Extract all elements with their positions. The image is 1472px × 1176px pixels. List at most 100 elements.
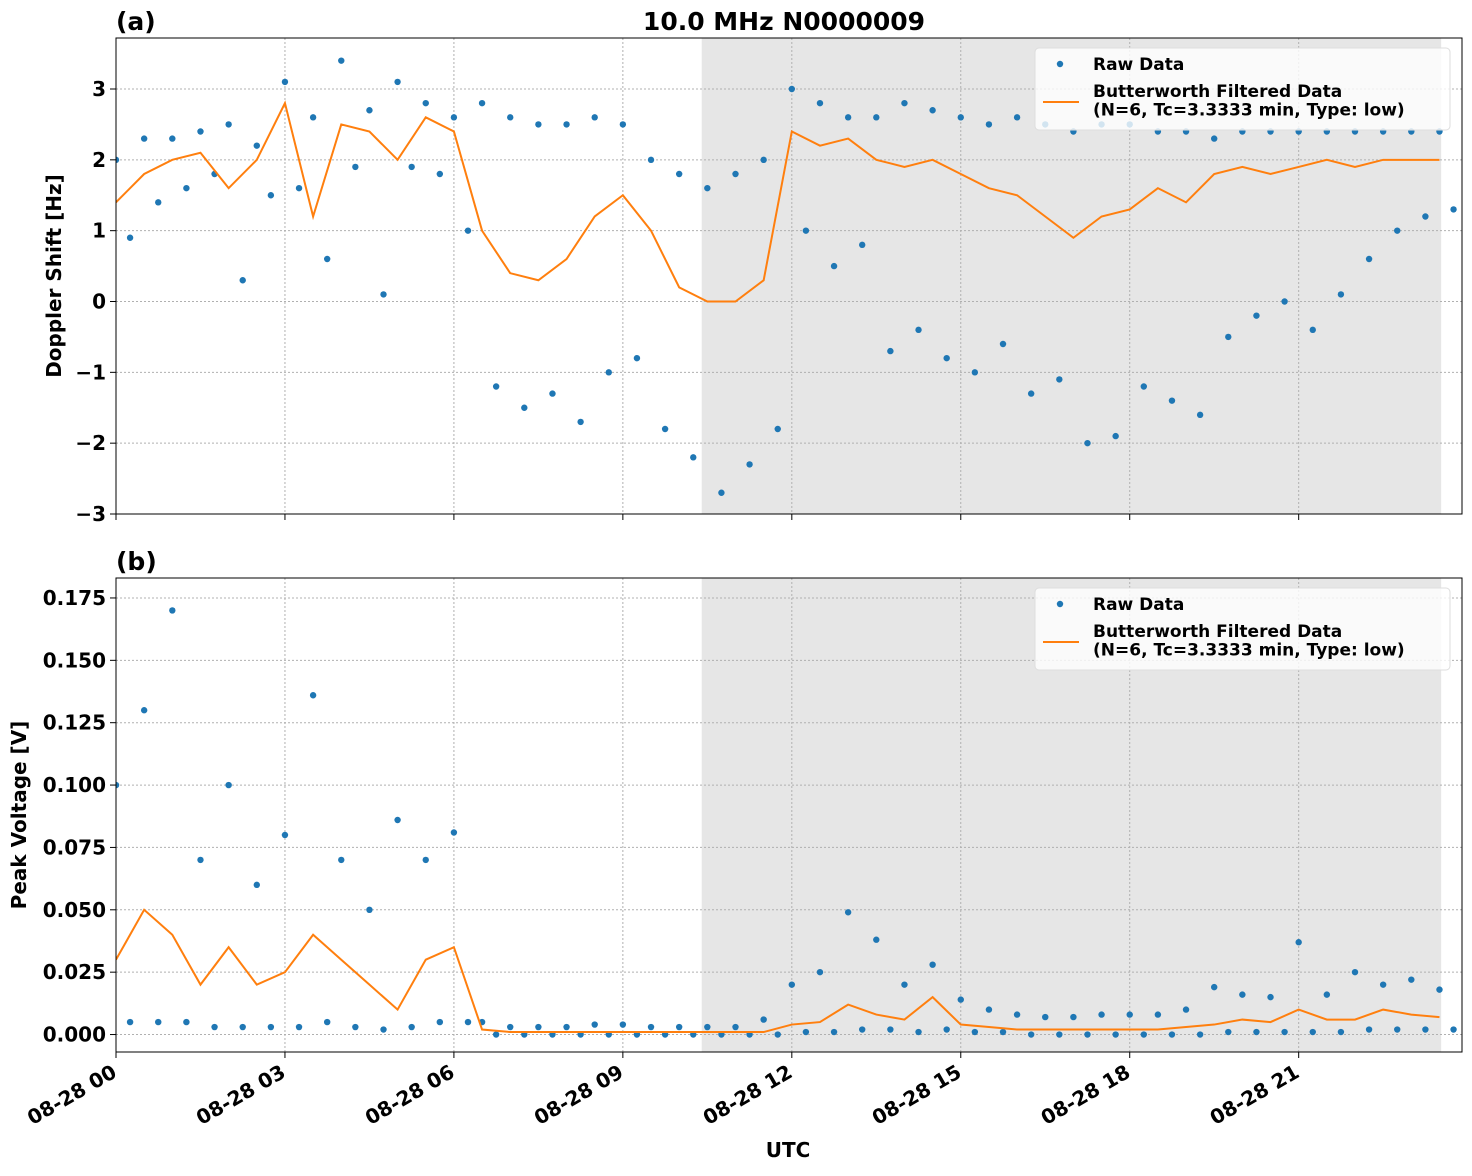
raw-point	[1408, 976, 1415, 983]
raw-point	[521, 404, 528, 411]
legend-box	[1034, 587, 1451, 671]
raw-point	[957, 996, 964, 1003]
plot-frame	[115, 37, 1463, 515]
raw-point	[380, 1026, 387, 1033]
legend-label: Butterworth Filtered Data (N=6, Tc=3.3333…	[1093, 82, 1405, 121]
raw-point	[1196, 411, 1204, 419]
x-tick-label: 08-28 12	[699, 1060, 797, 1130]
raw-point	[1126, 1011, 1133, 1018]
raw-point	[1337, 1028, 1345, 1036]
raw-point	[126, 1018, 134, 1026]
legend-label: Raw Data	[1093, 55, 1184, 75]
raw-point	[1295, 939, 1302, 946]
raw-point	[985, 1006, 993, 1013]
y-tick-label: 0.100	[43, 773, 106, 797]
raw-point	[478, 99, 486, 107]
raw-point	[563, 121, 570, 128]
raw-point	[718, 489, 725, 496]
raw-point	[116, 781, 120, 789]
raw-point	[1422, 1026, 1429, 1033]
raw-point	[1422, 213, 1429, 220]
y-tick-label: 0.175	[43, 586, 106, 610]
raw-point	[1098, 1011, 1105, 1018]
raw-point	[1042, 1013, 1049, 1021]
raw-point	[943, 1026, 950, 1033]
raw-point	[197, 128, 204, 135]
raw-point	[338, 57, 345, 64]
y-tick-label: 0.050	[43, 898, 106, 922]
raw-point	[464, 227, 472, 234]
raw-point	[1013, 1011, 1021, 1018]
raw-point	[1239, 991, 1246, 998]
raw-point	[971, 1028, 979, 1036]
y-tick-label: 0.150	[43, 648, 106, 672]
raw-point	[295, 184, 303, 192]
raw-point	[507, 114, 514, 121]
raw-point	[1168, 1031, 1176, 1038]
raw-point	[155, 199, 162, 206]
y-tick-label: −1	[75, 360, 106, 384]
raw-point	[253, 142, 260, 149]
x-tick-label: 08-28 03	[192, 1060, 290, 1130]
raw-point	[1450, 206, 1457, 213]
y-tick-label: 3	[92, 77, 106, 101]
raw-point	[211, 1023, 218, 1031]
raw-point	[1196, 1031, 1204, 1038]
x-tick-label: 08-28 06	[361, 1060, 459, 1130]
x-tick-label: 08-28 09	[530, 1060, 628, 1130]
raw-point	[746, 461, 753, 468]
raw-point	[732, 1023, 739, 1031]
raw-point	[1056, 1031, 1063, 1038]
raw-point	[338, 856, 345, 864]
raw-point	[380, 291, 387, 298]
raw-point	[352, 1023, 359, 1031]
raw-point	[140, 707, 148, 714]
raw-point	[633, 354, 641, 362]
raw-point	[1394, 227, 1401, 234]
raw-point	[647, 156, 655, 164]
raw-point	[1281, 1028, 1288, 1036]
raw-point	[1253, 1028, 1260, 1036]
y-axis-label: Peak Voltage [V]	[7, 721, 31, 910]
legend-marker	[1056, 60, 1064, 68]
raw-point	[225, 121, 232, 128]
panel-label: (a)	[116, 7, 156, 36]
x-tick-label: 08-28 21	[1206, 1060, 1304, 1130]
raw-point	[675, 170, 683, 178]
raw-point	[436, 170, 444, 178]
raw-point	[591, 114, 598, 121]
raw-point	[1140, 383, 1148, 390]
legend-box	[1034, 47, 1451, 131]
raw-point	[1309, 1028, 1316, 1036]
raw-point	[492, 383, 500, 390]
raw-point	[647, 1023, 655, 1031]
legend-marker	[1056, 600, 1064, 608]
x-axis-label: UTC	[766, 1138, 811, 1162]
raw-point	[1027, 390, 1035, 397]
raw-point	[309, 114, 317, 121]
raw-point	[732, 170, 739, 178]
raw-point	[239, 277, 246, 284]
raw-point	[408, 1023, 415, 1031]
raw-point	[126, 234, 134, 241]
raw-point	[1253, 312, 1260, 319]
raw-point	[116, 156, 120, 164]
filtered-line	[116, 908, 1440, 1034]
raw-point	[816, 968, 824, 976]
y-axis-label: Doppler Shift [Hz]	[42, 174, 66, 378]
raw-point	[155, 1018, 162, 1026]
raw-point	[535, 1023, 542, 1031]
y-tick-label: 0.000	[43, 1023, 106, 1047]
raw-point	[1084, 439, 1091, 447]
raw-point	[1267, 993, 1274, 1001]
raw-point	[1070, 1013, 1077, 1021]
raw-point	[830, 1028, 838, 1036]
raw-point	[760, 1016, 767, 1023]
raw-point	[760, 156, 767, 164]
raw-point	[704, 184, 711, 192]
raw-point	[901, 99, 908, 107]
raw-point	[788, 981, 796, 988]
raw-point	[507, 1023, 514, 1031]
